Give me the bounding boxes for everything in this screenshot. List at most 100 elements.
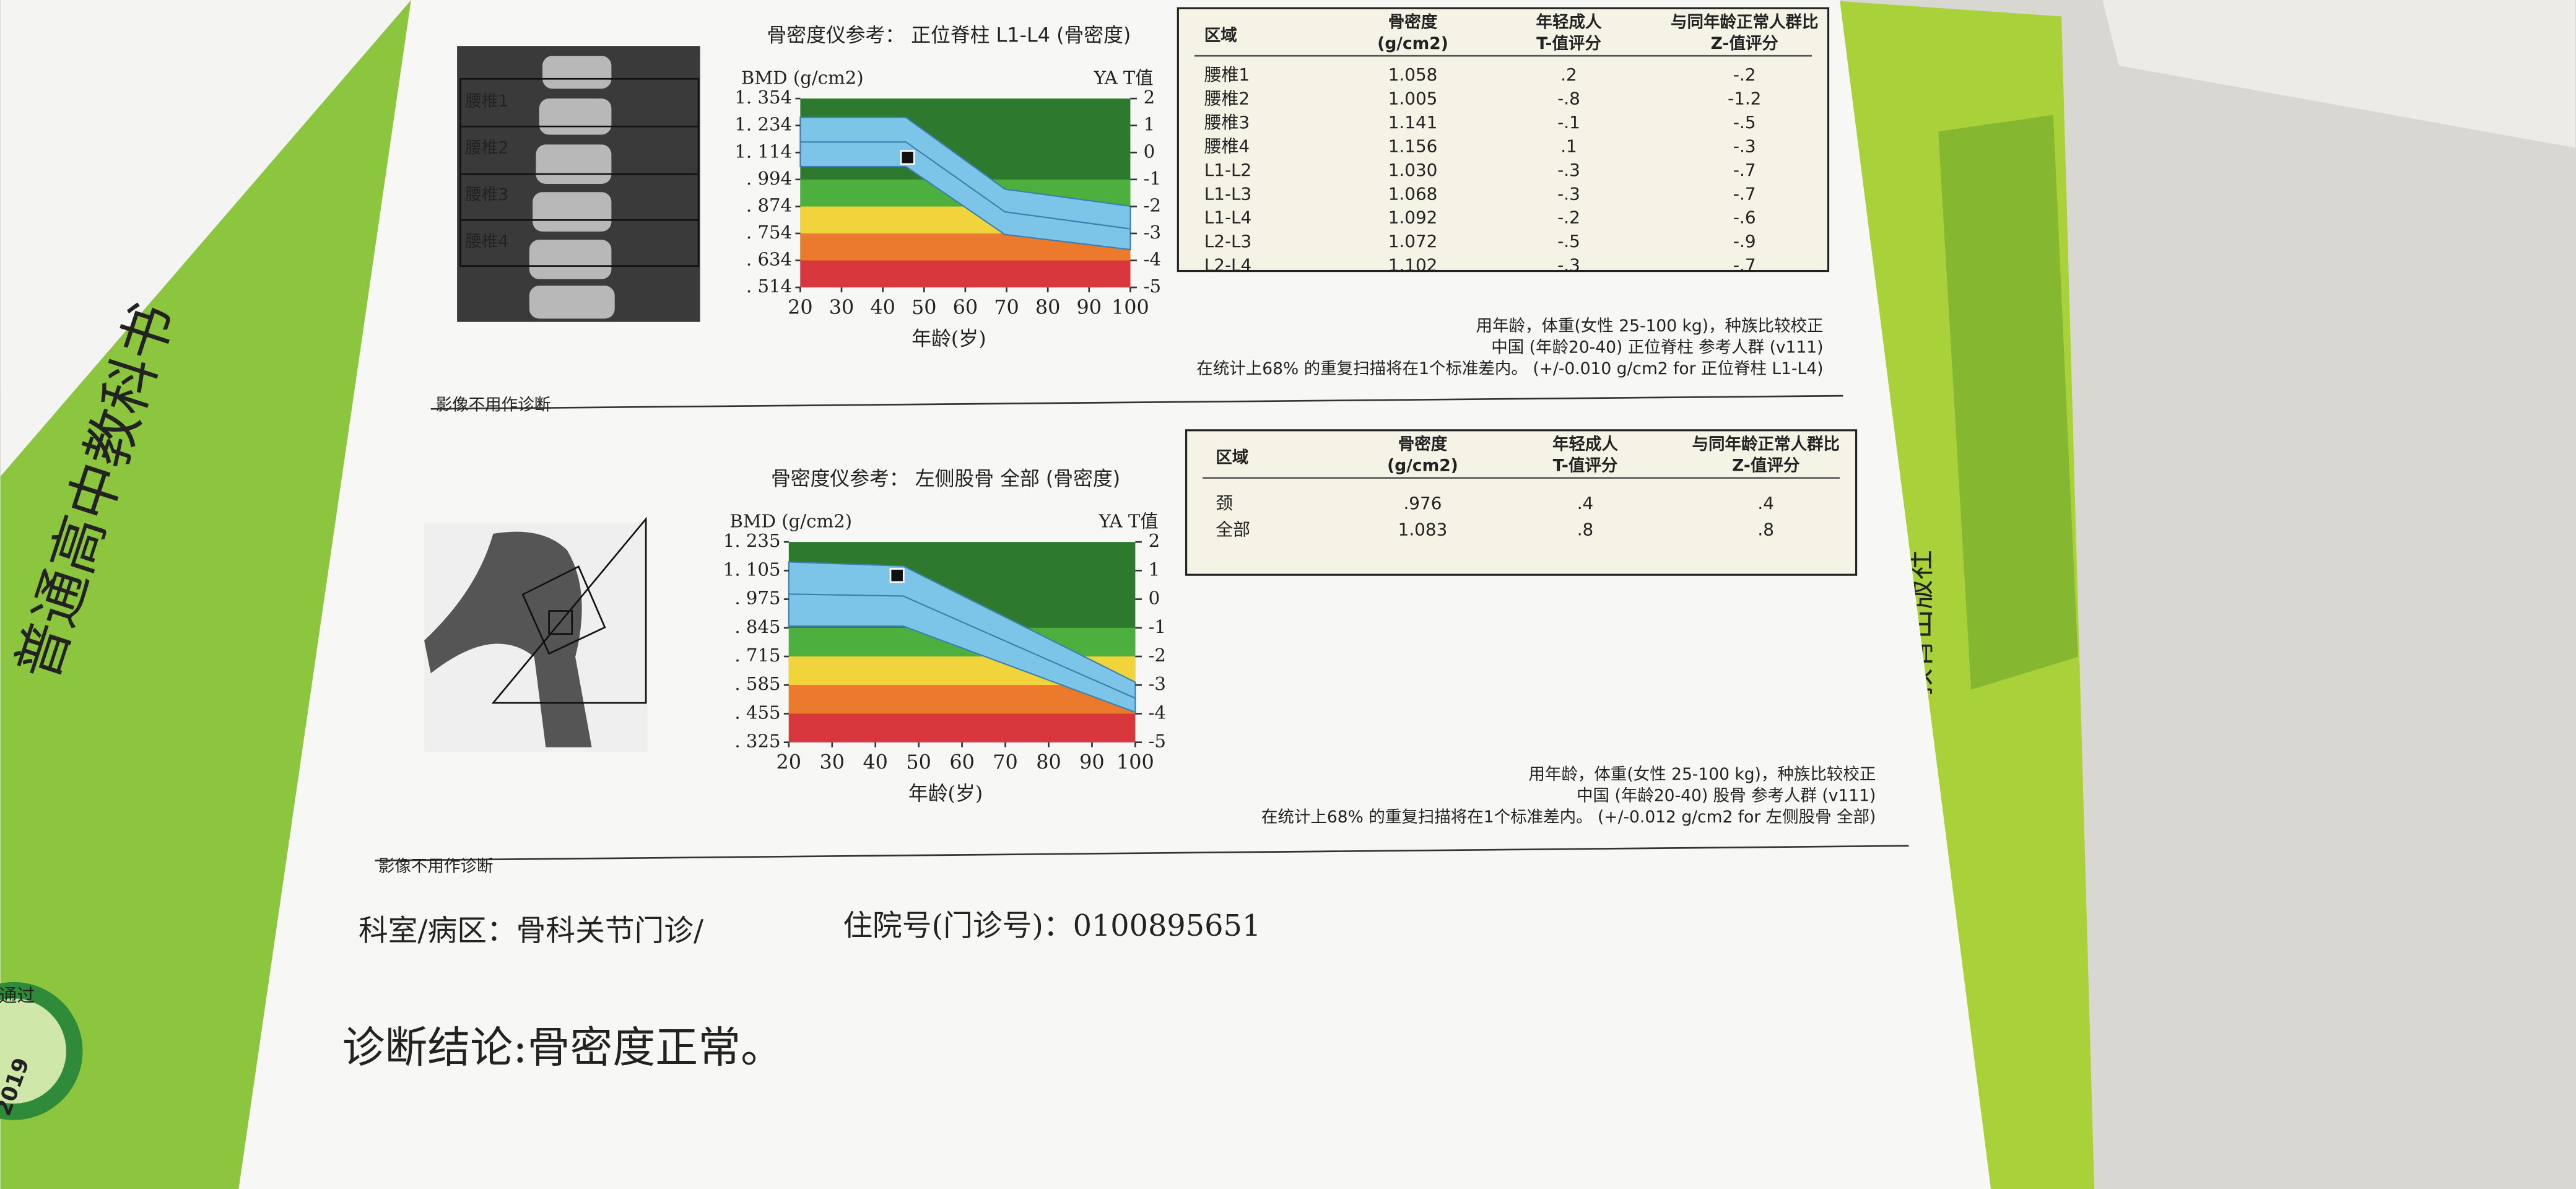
table-cell: .4 [1577, 493, 1594, 513]
femur [424, 531, 592, 747]
table-cell: 1.030 [1388, 160, 1438, 180]
table-cell: 1.005 [1388, 88, 1438, 108]
y2-tick-label: 1 [1144, 114, 1155, 135]
table-cell: -.3 [1557, 160, 1580, 180]
roi-ward [548, 610, 573, 635]
y2-tick-label: 2 [1149, 530, 1160, 551]
table-cell: -.2 [1557, 207, 1580, 228]
reference-mean [788, 593, 1136, 699]
vertebra [529, 240, 612, 279]
table-header: 年轻成人 [1536, 13, 1602, 32]
table-cell: 1.141 [1388, 112, 1438, 133]
chart-title: 骨密度仪参考： 正位脊柱 L1-L4 (骨密度) [767, 23, 1131, 46]
patient-point [900, 150, 915, 165]
table-cell: 1.092 [1388, 207, 1438, 228]
roi-box [459, 77, 700, 267]
table-header: T-值评分 [1536, 34, 1601, 53]
y-axis-label: BMD (g/cm2) [741, 67, 864, 88]
y-tick-label: 1. 234 [734, 114, 792, 135]
x-tick-label: 60 [953, 295, 978, 319]
vertebra-label: 腰椎1 [465, 92, 508, 111]
hip-roi [491, 516, 647, 704]
table-cell: .4 [1757, 493, 1774, 513]
x-tick-label: 90 [1077, 295, 1102, 319]
table-cell: 腰椎1 [1204, 64, 1250, 85]
table-cell: -1.2 [1728, 88, 1761, 108]
table-header: (g/cm2) [1387, 456, 1458, 476]
x-tick-label: 70 [993, 751, 1017, 774]
y-tick-label: . 514 [746, 276, 792, 297]
table-cell: -.6 [1733, 207, 1756, 228]
table-cell: .8 [1577, 520, 1594, 540]
table-cell: -.3 [1557, 255, 1580, 276]
table-cell: 1.083 [1398, 520, 1448, 540]
table-cell: 1.072 [1388, 231, 1438, 251]
vertebra [536, 144, 612, 185]
table-cell: .1 [1560, 136, 1577, 156]
y2-tick-label: -5 [1144, 276, 1161, 297]
conclusion: 诊断结论:骨密度正常。 [342, 1023, 783, 1073]
badge-text: 通过 [0, 985, 35, 1006]
reference-band [788, 561, 1136, 713]
table-header: 区域 [1216, 448, 1248, 467]
cover-pattern [1938, 115, 2078, 690]
x-tick-label: 40 [863, 751, 887, 774]
y-tick-label: 1. 105 [723, 559, 781, 580]
table-cell: 1.068 [1388, 183, 1438, 204]
divider [430, 394, 1843, 410]
x-axis-label: 年龄(岁) [908, 782, 983, 805]
table-header: 骨密度 [1388, 13, 1438, 32]
table-cell: 1.102 [1388, 255, 1438, 276]
x-tick-label: 50 [912, 295, 936, 319]
table-cell: -.3 [1557, 183, 1580, 204]
table-header: 年轻成人 [1552, 435, 1619, 454]
vertebra [529, 285, 615, 319]
divider [375, 845, 1909, 861]
table-cell: -.9 [1733, 231, 1756, 251]
y-tick-label: . 874 [746, 194, 792, 216]
y-tick-label: 1. 235 [723, 530, 781, 551]
y-tick-label: 1. 114 [734, 141, 792, 162]
table-header: (g/cm2) [1377, 34, 1448, 53]
table-cell: 全部 [1216, 520, 1250, 540]
table-cell: 腰椎2 [1204, 88, 1250, 108]
table-header: T-值评分 [1553, 456, 1618, 476]
table-header: 与同年龄正常人群比 [1692, 435, 1840, 454]
table-cell: 腰椎3 [1204, 112, 1250, 133]
paper-stack [2102, 0, 2576, 148]
table-cell: -.8 [1557, 88, 1580, 108]
patient-id: 住院号(门诊号)：0100895651 [843, 909, 1261, 943]
table-cell: -.2 [1733, 64, 1756, 85]
table-cell: .2 [1560, 64, 1577, 85]
table-cell: 腰椎4 [1204, 136, 1250, 156]
table-cell: 颈 [1216, 493, 1233, 513]
roi-neck [521, 565, 606, 655]
y2-tick-label: 2 [1144, 87, 1155, 108]
vertebra-label: 腰椎3 [465, 185, 508, 204]
x-tick-label: 80 [1035, 295, 1060, 319]
y2-tick-label: -3 [1149, 673, 1166, 694]
vertebra-label: 腰椎4 [465, 232, 508, 251]
risk-band [788, 713, 1136, 743]
table-box [1185, 429, 1858, 576]
table-header: 与同年龄正常人群比 [1671, 13, 1819, 32]
table-cell: L1-L3 [1204, 183, 1251, 204]
x-tick-label: 40 [870, 295, 895, 319]
table-cell: 1.156 [1388, 136, 1438, 156]
table-cell: L1-L4 [1204, 207, 1251, 228]
note: 中国 (年龄20-40) 股骨 参考人群 (v111) [1577, 786, 1876, 806]
y-tick-label: . 585 [734, 673, 780, 694]
loose-paper [0, 0, 411, 477]
risk-band [800, 260, 1131, 288]
y-tick-label: . 325 [734, 731, 780, 752]
y2-tick-label: -4 [1149, 702, 1166, 723]
x-tick-label: 60 [949, 751, 974, 774]
vertebra [533, 192, 612, 232]
y2-axis-label: YA T值 [1099, 510, 1159, 531]
table-header: Z-值评分 [1711, 34, 1779, 53]
chart-title: 骨密度仪参考： 左侧股骨 全部 (骨密度) [771, 466, 1120, 490]
table-box [1177, 7, 1830, 272]
note: 用年龄，体重(女性 25-100 kg)，种族比较校正 [1528, 765, 1876, 784]
